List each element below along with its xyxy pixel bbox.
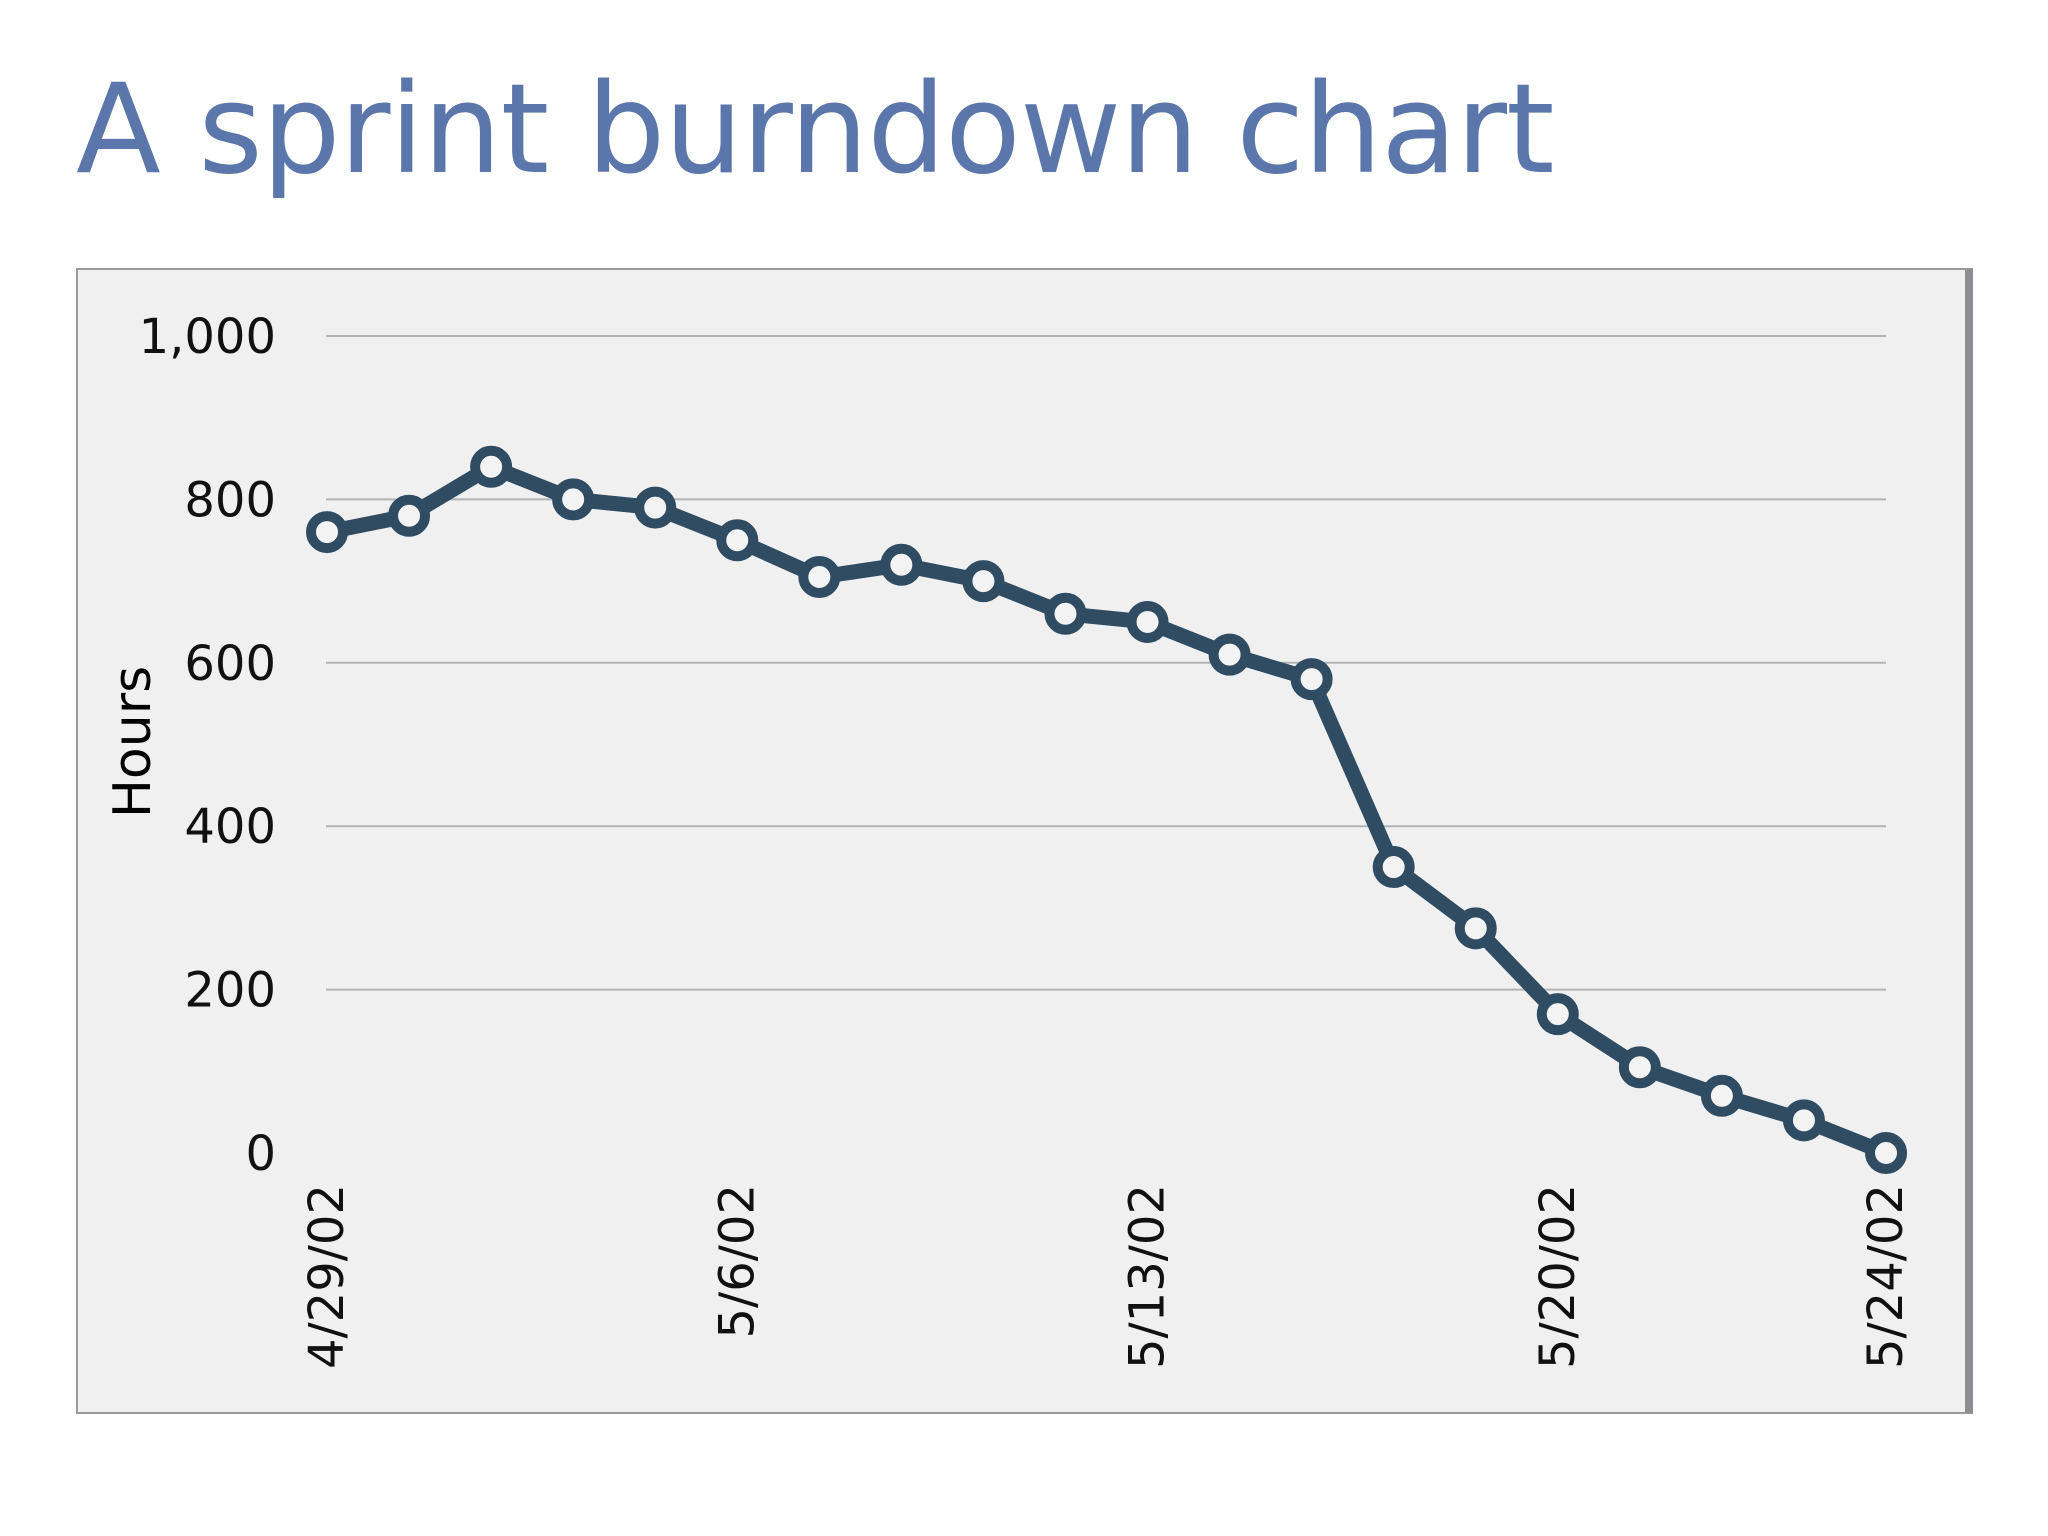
data-point xyxy=(1372,846,1415,889)
data-point xyxy=(798,556,841,599)
data-point xyxy=(552,478,595,521)
data-point xyxy=(716,519,759,562)
data-point xyxy=(1536,993,1579,1036)
y-tick-label: 400 xyxy=(184,799,276,855)
x-tick-label: 5/13/02 xyxy=(1120,1184,1176,1369)
data-point xyxy=(1782,1099,1825,1142)
x-tick-label: 5/20/02 xyxy=(1530,1184,1586,1369)
data-point xyxy=(306,511,348,554)
x-tick-label: 5/24/02 xyxy=(1858,1184,1914,1369)
x-tick-label: 5/6/02 xyxy=(709,1184,765,1339)
chart-panel: 0 200 400 600 800 1,000 4/29/02 5/6/02 5/13/02 5… xyxy=(76,268,1973,1414)
y-axis-ticks: 0 200 400 600 800 1,000 xyxy=(139,309,276,1182)
y-tick-label: 600 xyxy=(184,636,276,692)
data-point xyxy=(962,560,1005,603)
data-point xyxy=(634,486,677,529)
data-point xyxy=(880,543,923,586)
x-tick-label: 4/29/02 xyxy=(299,1184,355,1369)
data-point xyxy=(1700,1074,1743,1117)
gridlines xyxy=(326,335,1886,991)
data-point xyxy=(1290,658,1333,701)
slide-title: A sprint burndown chart xyxy=(76,58,1555,202)
y-axis-label: Hours xyxy=(103,666,163,818)
data-point xyxy=(388,494,431,537)
y-tick-label: 800 xyxy=(184,472,276,528)
x-axis-ticks: 4/29/02 5/6/02 5/13/02 5/20/02 5/24/02 xyxy=(299,1184,1914,1369)
data-point xyxy=(1208,633,1251,676)
series-line xyxy=(319,459,1894,1161)
y-tick-label: 1,000 xyxy=(139,309,276,365)
y-tick-label: 0 xyxy=(245,1126,276,1182)
data-point xyxy=(1126,600,1169,643)
data-point xyxy=(1454,907,1497,950)
data-point xyxy=(470,445,513,488)
data-point xyxy=(1618,1046,1661,1089)
data-point xyxy=(1865,1132,1907,1174)
series-layer xyxy=(319,459,1894,1161)
data-point xyxy=(1044,592,1087,635)
marker-layer xyxy=(306,445,1907,1174)
burndown-chart: 0 200 400 600 800 1,000 4/29/02 5/6/02 5/13/02 5… xyxy=(103,309,1914,1369)
y-tick-label: 200 xyxy=(184,963,276,1019)
